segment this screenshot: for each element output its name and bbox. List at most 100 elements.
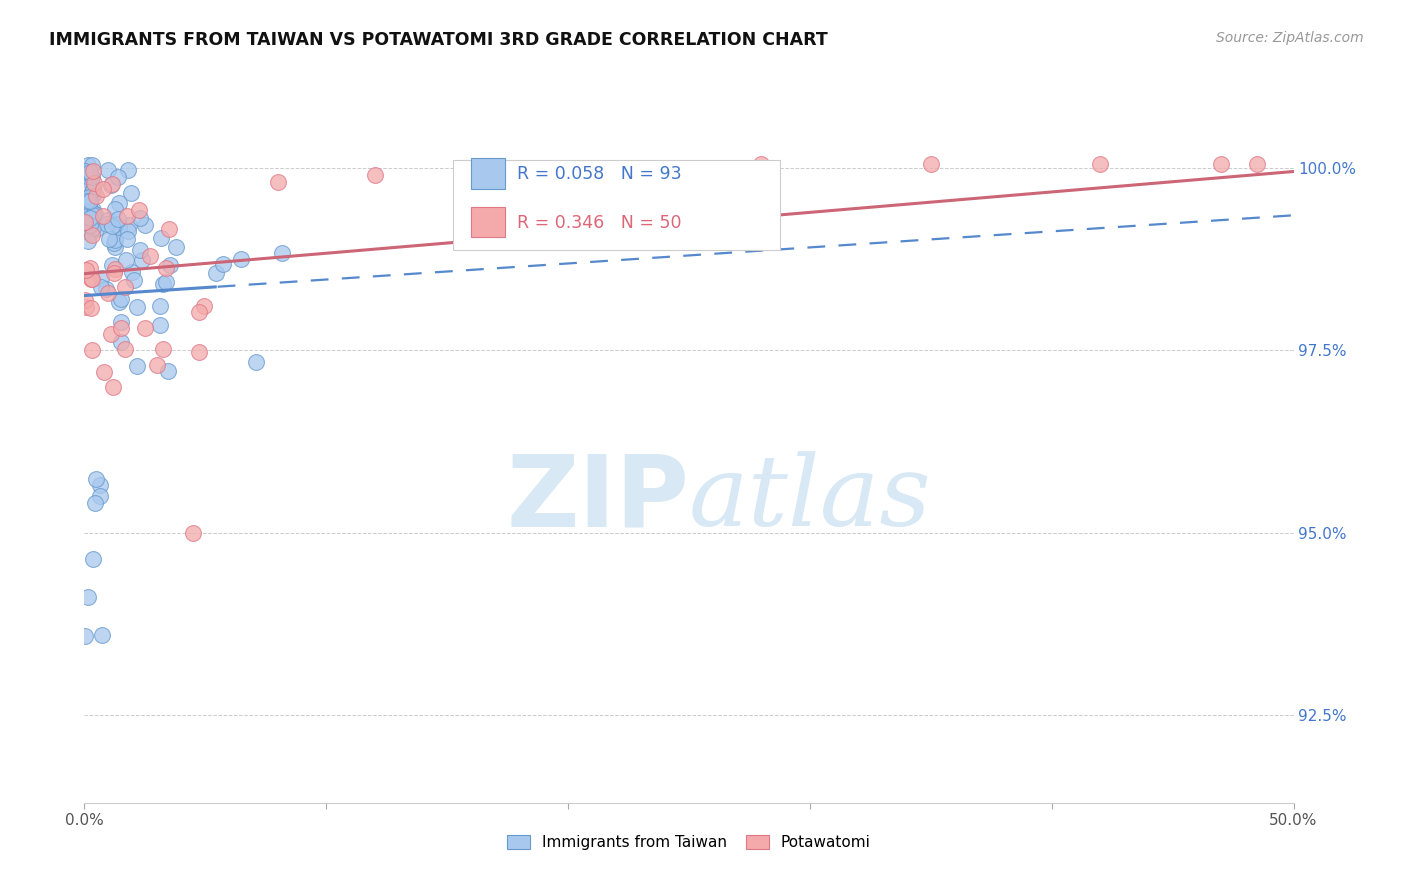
- Point: [114, 343, 136, 357]
- Point: [76, 157, 98, 171]
- Point: [149, 300, 172, 314]
- Point: [73, 629, 96, 643]
- Point: [104, 202, 127, 217]
- Point: [110, 335, 132, 350]
- Point: [181, 525, 204, 540]
- Point: [79, 194, 101, 208]
- Point: [460, 161, 482, 175]
- Point: [79, 165, 101, 179]
- Point: [77, 192, 100, 206]
- Point: [108, 196, 131, 211]
- Point: [101, 178, 124, 192]
- Point: [80, 343, 103, 358]
- Point: [93, 365, 115, 379]
- Point: [146, 358, 169, 372]
- Point: [103, 235, 125, 250]
- Point: [82, 552, 104, 566]
- Point: [79, 260, 101, 275]
- Point: [104, 261, 127, 276]
- Point: [84, 472, 107, 486]
- Point: [77, 209, 100, 223]
- Bar: [471, 158, 505, 189]
- Point: [82, 208, 104, 222]
- Point: [117, 224, 139, 238]
- Point: [76, 206, 98, 220]
- Point: [80, 175, 103, 189]
- Point: [1209, 157, 1232, 171]
- Point: [82, 183, 104, 197]
- Point: [128, 203, 150, 218]
- Point: [77, 207, 100, 221]
- Point: [159, 259, 181, 273]
- Point: [76, 169, 98, 183]
- Point: [120, 186, 142, 201]
- Point: [77, 590, 100, 604]
- Point: [115, 232, 138, 246]
- Point: [150, 231, 173, 245]
- Point: [91, 182, 114, 196]
- Point: [75, 262, 97, 277]
- Point: [97, 285, 120, 300]
- Point: [270, 245, 292, 260]
- FancyBboxPatch shape: [453, 160, 780, 250]
- Point: [110, 321, 132, 335]
- Text: R = 0.346   N = 50: R = 0.346 N = 50: [517, 213, 682, 232]
- Point: [84, 496, 107, 510]
- Point: [108, 295, 131, 310]
- Point: [82, 228, 104, 243]
- Point: [75, 224, 97, 238]
- Point: [188, 305, 211, 319]
- Point: [77, 194, 100, 209]
- Point: [149, 318, 172, 333]
- Point: [110, 292, 132, 306]
- Point: [79, 181, 101, 195]
- Point: [89, 489, 111, 503]
- Point: [165, 240, 187, 254]
- Point: [100, 219, 122, 233]
- Point: [152, 277, 174, 291]
- Point: [89, 478, 111, 492]
- Point: [75, 293, 97, 307]
- Bar: [471, 207, 505, 237]
- Point: [101, 259, 124, 273]
- Point: [91, 628, 114, 642]
- Point: [80, 210, 103, 224]
- Point: [100, 326, 122, 341]
- Text: Source: ZipAtlas.com: Source: ZipAtlas.com: [1216, 31, 1364, 45]
- Point: [107, 220, 129, 235]
- Point: [245, 355, 267, 369]
- Point: [122, 273, 145, 287]
- Point: [76, 191, 98, 205]
- Point: [118, 218, 141, 232]
- Point: [90, 271, 112, 285]
- Point: [80, 158, 103, 172]
- Point: [82, 183, 104, 197]
- Point: [212, 257, 235, 271]
- Point: [80, 169, 103, 183]
- Point: [82, 220, 104, 235]
- Point: [115, 253, 138, 268]
- Text: IMMIGRANTS FROM TAIWAN VS POTAWATOMI 3RD GRADE CORRELATION CHART: IMMIGRANTS FROM TAIWAN VS POTAWATOMI 3RD…: [49, 31, 828, 49]
- Point: [115, 209, 138, 223]
- Text: atlas: atlas: [689, 451, 932, 547]
- Point: [188, 345, 211, 359]
- Point: [100, 178, 122, 193]
- Point: [77, 189, 100, 203]
- Text: R = 0.058   N = 93: R = 0.058 N = 93: [517, 165, 682, 183]
- Point: [155, 261, 177, 276]
- Point: [125, 359, 148, 374]
- Point: [156, 364, 179, 378]
- Point: [75, 164, 97, 178]
- Point: [73, 215, 96, 229]
- Point: [96, 217, 118, 231]
- Point: [82, 203, 104, 218]
- Point: [82, 188, 104, 202]
- Point: [97, 163, 120, 178]
- Point: [80, 271, 103, 285]
- Point: [80, 170, 103, 185]
- Point: [79, 211, 101, 226]
- Point: [751, 157, 773, 171]
- Point: [103, 380, 125, 394]
- Point: [82, 272, 104, 286]
- Point: [114, 280, 136, 294]
